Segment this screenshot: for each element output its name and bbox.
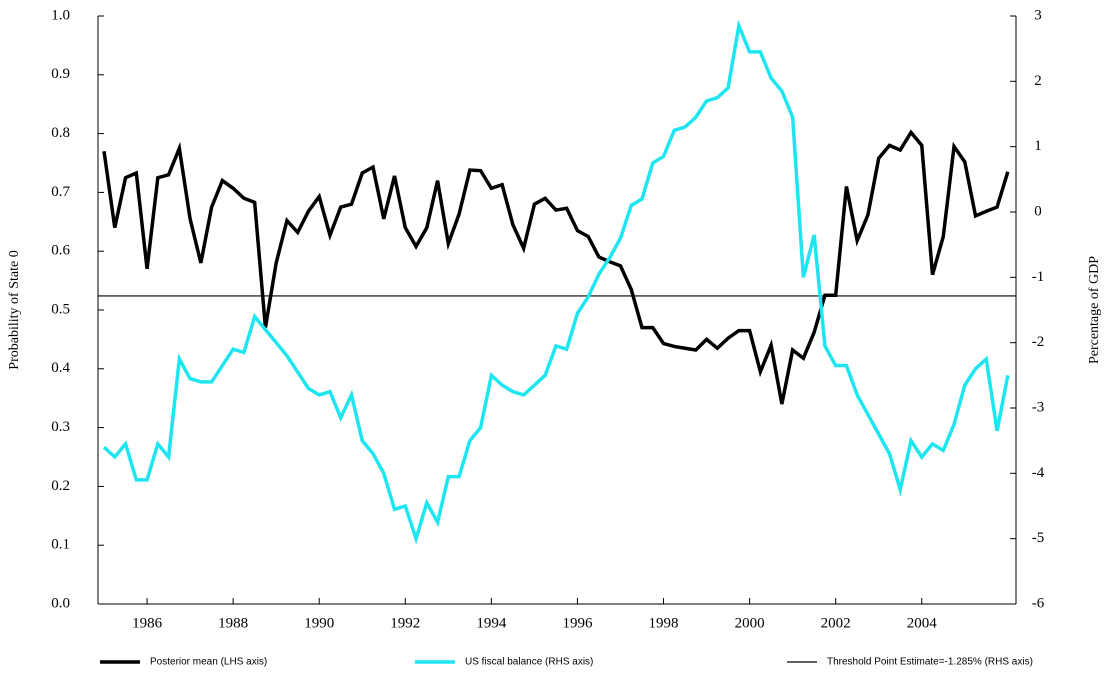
y2-tick-label: 3 xyxy=(1034,7,1042,23)
y2-axis-title: Percentage of GDP xyxy=(1087,256,1102,364)
y-tick-label: 0.7 xyxy=(51,184,70,200)
y2-tick-label: 1 xyxy=(1034,138,1042,154)
y2-tick-label: -1 xyxy=(1032,269,1045,285)
legend-label: Posterior mean (LHS axis) xyxy=(150,657,267,668)
y2-tick-label: -3 xyxy=(1032,399,1045,415)
x-tick-label: 1986 xyxy=(132,615,163,631)
legend-label: US fiscal balance (RHS axis) xyxy=(465,657,593,668)
x-tick-label: 1990 xyxy=(304,615,334,631)
y-tick-label: 0.8 xyxy=(51,125,70,141)
y-axis-title: Probability of State 0 xyxy=(7,250,22,369)
y-tick-label: 0.6 xyxy=(51,243,70,259)
y-tick-label: 0.3 xyxy=(51,419,70,435)
y-tick-label: 0.1 xyxy=(51,537,70,553)
x-tick-label: 1992 xyxy=(390,615,420,631)
x-tick-label: 1998 xyxy=(649,615,679,631)
series-line xyxy=(102,129,1010,405)
x-tick-label: 2000 xyxy=(735,615,765,631)
legend-label: Threshold Point Estimate=-1.285% (RHS ax… xyxy=(827,657,1033,668)
y-tick-label: 0.4 xyxy=(51,360,70,376)
y-tick-label: 0.9 xyxy=(51,66,70,82)
y2-tick-label: -2 xyxy=(1032,334,1045,350)
y-tick-label: 0.2 xyxy=(51,478,70,494)
y-tick-label: 1.0 xyxy=(51,7,70,23)
y2-tick-label: 2 xyxy=(1034,73,1042,89)
y2-tick-label: -4 xyxy=(1032,465,1045,481)
y2-tick-label: -5 xyxy=(1032,530,1045,546)
y-tick-label: 0.0 xyxy=(51,595,70,611)
x-tick-label: 2004 xyxy=(907,615,938,631)
x-tick-label: 1988 xyxy=(218,615,248,631)
x-tick-label: 1994 xyxy=(476,615,507,631)
series-line xyxy=(102,19,1010,545)
y-tick-label: 0.5 xyxy=(51,301,70,317)
x-tick-label: 2002 xyxy=(821,615,851,631)
x-tick-label: 1996 xyxy=(562,615,593,631)
y2-tick-label: 0 xyxy=(1034,203,1042,219)
y2-tick-label: -6 xyxy=(1032,595,1045,611)
